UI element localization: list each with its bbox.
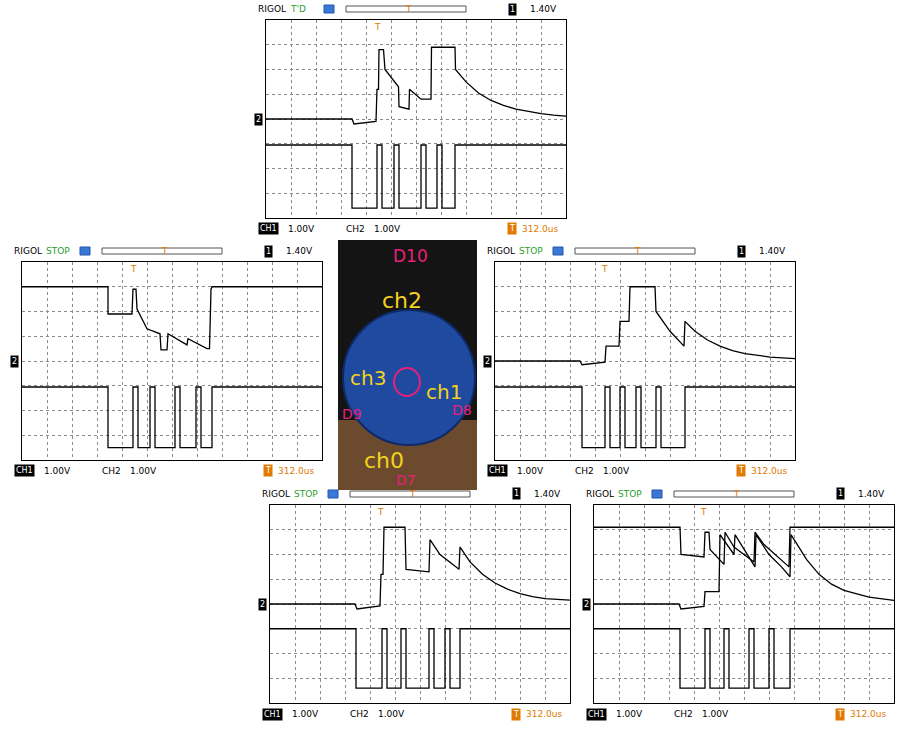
svg-text:STOP: STOP <box>294 489 318 499</box>
svg-text:1.00V: 1.00V <box>44 466 71 476</box>
svg-text:2: 2 <box>12 357 17 366</box>
svg-text:CH2: CH2 <box>350 709 369 719</box>
svg-text:312.0us: 312.0us <box>522 224 558 234</box>
svg-text:RIGOL: RIGOL <box>258 4 286 14</box>
svg-text:2: 2 <box>584 600 589 609</box>
svg-text:1.00V: 1.00V <box>374 224 401 234</box>
svg-text:T: T <box>509 224 515 233</box>
svg-text:RIGOL: RIGOL <box>262 489 290 499</box>
svg-text:T: T <box>130 264 137 274</box>
svg-text:1.40V: 1.40V <box>534 489 561 499</box>
svg-text:T: T <box>634 246 641 256</box>
svg-text:ch2: ch2 <box>382 288 422 313</box>
svg-text:CH1: CH1 <box>489 466 506 475</box>
svg-text:312.0us: 312.0us <box>278 466 314 476</box>
svg-text:1: 1 <box>739 247 744 256</box>
svg-text:T: T <box>374 22 381 32</box>
svg-text:1: 1 <box>838 489 843 498</box>
svg-text:STOP: STOP <box>519 246 543 256</box>
svg-text:1.00V: 1.00V <box>616 709 643 719</box>
svg-text:CH2: CH2 <box>102 466 121 476</box>
svg-text:T: T <box>161 246 168 256</box>
svg-text:1.00V: 1.00V <box>702 709 729 719</box>
svg-text:1: 1 <box>266 247 271 256</box>
svg-text:312.0us: 312.0us <box>751 466 787 476</box>
svg-text:D7: D7 <box>396 472 416 488</box>
svg-text:D10: D10 <box>393 246 428 266</box>
svg-text:T: T <box>265 466 271 475</box>
svg-text:ch0: ch0 <box>364 448 404 473</box>
svg-text:T: T <box>733 489 740 499</box>
svg-text:STOP: STOP <box>618 489 642 499</box>
svg-text:T: T <box>700 507 707 517</box>
svg-text:1.00V: 1.00V <box>288 224 315 234</box>
svg-text:RIGOL: RIGOL <box>487 246 515 256</box>
svg-text:CH1: CH1 <box>588 710 605 719</box>
svg-text:T'D: T'D <box>290 4 306 14</box>
svg-text:STOP: STOP <box>46 246 70 256</box>
svg-text:1.00V: 1.00V <box>130 466 157 476</box>
svg-text:T: T <box>837 710 843 719</box>
svg-text:1.00V: 1.00V <box>603 466 630 476</box>
svg-text:1.40V: 1.40V <box>286 246 313 256</box>
svg-text:D8: D8 <box>452 402 472 418</box>
svg-text:T: T <box>738 466 744 475</box>
svg-text:T: T <box>601 264 608 274</box>
svg-text:2: 2 <box>260 600 265 609</box>
svg-text:1.00V: 1.00V <box>292 709 319 719</box>
svg-text:CH2: CH2 <box>575 466 594 476</box>
svg-text:1: 1 <box>510 5 515 14</box>
svg-text:ch1: ch1 <box>426 380 462 404</box>
svg-text:CH2: CH2 <box>346 224 365 234</box>
svg-text:ch3: ch3 <box>350 366 386 390</box>
svg-text:312.0us: 312.0us <box>850 709 886 719</box>
svg-text:1.00V: 1.00V <box>378 709 405 719</box>
svg-text:RIGOL: RIGOL <box>586 489 614 499</box>
svg-text:CH2: CH2 <box>674 709 693 719</box>
svg-text:T: T <box>409 489 416 499</box>
svg-text:T: T <box>513 710 519 719</box>
svg-text:2: 2 <box>256 115 261 124</box>
svg-text:CH1: CH1 <box>260 224 277 233</box>
svg-text:CH1: CH1 <box>16 466 33 475</box>
svg-text:T: T <box>377 507 384 517</box>
svg-text:312.0us: 312.0us <box>526 709 562 719</box>
svg-text:RIGOL: RIGOL <box>14 246 42 256</box>
svg-text:CH1: CH1 <box>264 710 281 719</box>
svg-text:1.40V: 1.40V <box>858 489 885 499</box>
svg-text:1.40V: 1.40V <box>530 4 557 14</box>
svg-text:D9: D9 <box>342 406 362 422</box>
svg-text:1: 1 <box>514 489 519 498</box>
svg-text:1.40V: 1.40V <box>759 246 786 256</box>
svg-text:T: T <box>405 4 412 14</box>
svg-text:2: 2 <box>485 357 490 366</box>
svg-text:1.00V: 1.00V <box>517 466 544 476</box>
